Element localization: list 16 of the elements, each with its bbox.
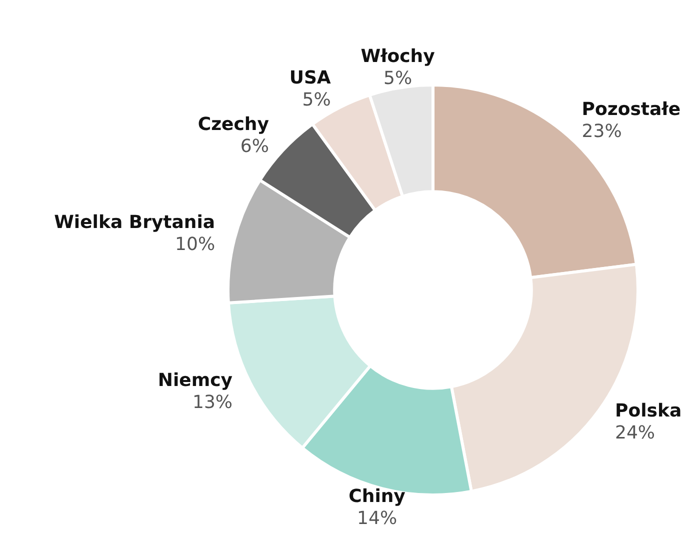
slice-label: Niemcy — [158, 370, 233, 392]
data-label: 24% — [615, 422, 656, 444]
data-label: 23% — [582, 121, 622, 142]
slice-label: Chiny — [348, 486, 406, 507]
data-label: 5% — [302, 90, 331, 111]
slice-label: Pozostałe — [582, 99, 681, 120]
slice-label: USA — [289, 68, 331, 89]
slice-label: Wielka Brytania — [54, 212, 216, 234]
data-label: 6% — [240, 136, 269, 157]
slice-label: Polska — [615, 400, 682, 422]
data-label: 5% — [384, 68, 412, 89]
data-label: 14% — [357, 508, 398, 529]
data-label: 10% — [175, 234, 216, 256]
data-label: 13% — [192, 392, 233, 414]
slice-label: Czechy — [198, 114, 270, 135]
slice-label: Włochy — [360, 46, 436, 67]
